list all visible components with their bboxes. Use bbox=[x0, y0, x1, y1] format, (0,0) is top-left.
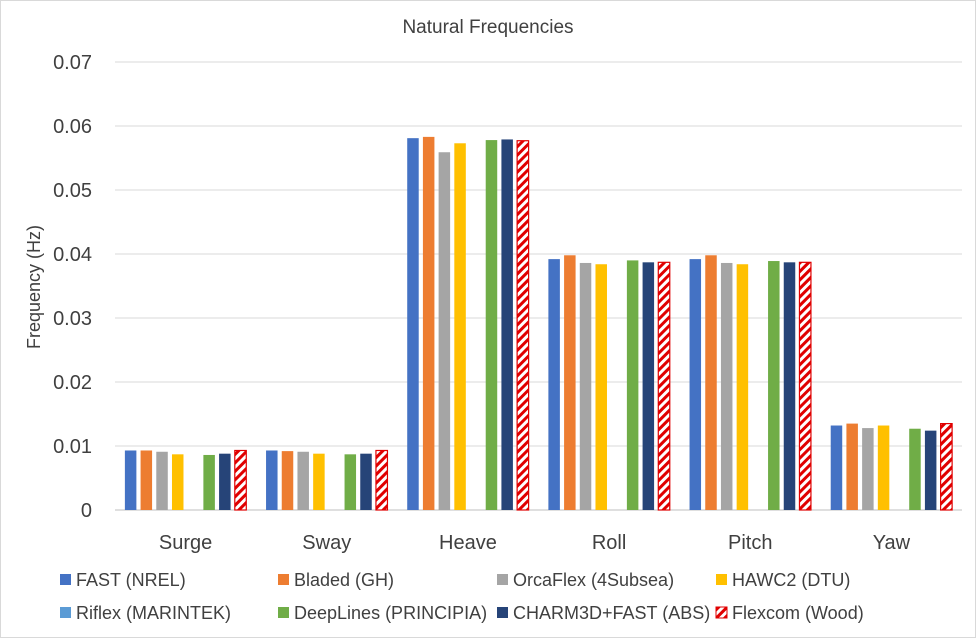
legend-item: Riflex (MARINTEK) bbox=[60, 603, 231, 623]
bar-surge-series-0 bbox=[124, 450, 137, 510]
bar-heave-series-6 bbox=[501, 139, 513, 510]
bar-sway-series-7 bbox=[375, 449, 389, 511]
bar-heave-series-2 bbox=[438, 152, 451, 511]
legend-label: Flexcom (Wood) bbox=[732, 603, 864, 623]
bar-heave-series-1 bbox=[422, 136, 435, 510]
bar-heave-series-5 bbox=[485, 140, 498, 510]
x-tick-label: Yaw bbox=[873, 532, 911, 554]
legend-label: HAWC2 (DTU) bbox=[732, 570, 850, 590]
bar-heave-series-0 bbox=[407, 138, 419, 510]
y-tick-label: 0.07 bbox=[53, 52, 92, 74]
bar-yaw-series-5 bbox=[909, 428, 921, 510]
legend: FAST (NREL) Bladed (GH) OrcaFlex (4Subsea)… bbox=[60, 570, 864, 623]
y-tick-label: 0.03 bbox=[53, 308, 92, 330]
bar-sway-series-6 bbox=[360, 453, 372, 510]
bar-pitch-series-2 bbox=[720, 262, 733, 510]
legend-item: Flexcom (Wood) bbox=[715, 603, 864, 623]
x-tick-label: Surge bbox=[159, 532, 212, 554]
legend-item: HAWC2 (DTU) bbox=[716, 570, 850, 590]
bar-pitch-series-0 bbox=[689, 259, 702, 510]
x-tick-label: Heave bbox=[439, 532, 497, 554]
legend-swatch bbox=[715, 606, 728, 619]
x-tick-label: Roll bbox=[592, 532, 626, 554]
x-tick-label: Pitch bbox=[728, 532, 772, 554]
y-tick-label: 0.04 bbox=[53, 244, 92, 266]
bar-heave-series-3 bbox=[454, 143, 466, 510]
bar-sway-series-1 bbox=[281, 451, 294, 510]
bar-roll-series-1 bbox=[564, 255, 576, 510]
bar-yaw-series-3 bbox=[877, 425, 890, 510]
y-tick-label: 0.06 bbox=[53, 116, 92, 138]
bar-yaw-series-7 bbox=[940, 423, 953, 511]
bar-roll-series-5 bbox=[626, 260, 639, 510]
bar-yaw-series-2 bbox=[862, 428, 874, 510]
y-axis-ticks: 0 0.01 0.02 0.03 0.04 0.05 0.06 0.07 bbox=[53, 52, 92, 522]
legend-item: OrcaFlex (4Subsea) bbox=[497, 570, 674, 590]
bar-pitch-series-6 bbox=[783, 262, 796, 510]
bar-surge-series-2 bbox=[156, 451, 168, 510]
legend-label: Bladed (GH) bbox=[294, 570, 394, 590]
y-tick-label: 0.01 bbox=[53, 436, 92, 458]
legend-item: CHARM3D+FAST (ABS) bbox=[497, 603, 710, 623]
bars bbox=[124, 136, 953, 511]
legend-swatch bbox=[278, 607, 289, 618]
legend-label: FAST (NREL) bbox=[76, 570, 186, 590]
bar-roll-series-2 bbox=[579, 262, 592, 510]
legend-swatch bbox=[716, 574, 727, 585]
y-axis-label: Frequency (Hz) bbox=[24, 225, 44, 349]
bar-roll-series-6 bbox=[642, 262, 655, 510]
gridlines bbox=[115, 61, 962, 511]
bar-yaw-series-6 bbox=[924, 430, 937, 510]
bar-surge-series-5 bbox=[203, 454, 215, 510]
legend-label: OrcaFlex (4Subsea) bbox=[513, 570, 674, 590]
legend-label: Riflex (MARINTEK) bbox=[76, 603, 231, 623]
y-tick-label: 0 bbox=[81, 500, 92, 522]
legend-label: CHARM3D+FAST (ABS) bbox=[513, 603, 710, 623]
bar-pitch-series-1 bbox=[705, 255, 717, 510]
bar-heave-series-7 bbox=[516, 140, 530, 511]
y-tick-label: 0.02 bbox=[53, 372, 92, 394]
legend-swatch bbox=[60, 574, 71, 585]
bar-yaw-series-1 bbox=[846, 423, 858, 510]
bar-pitch-series-5 bbox=[768, 261, 780, 510]
bar-sway-series-2 bbox=[297, 451, 309, 510]
bar-pitch-series-7 bbox=[798, 261, 812, 511]
bar-roll-series-0 bbox=[548, 259, 560, 510]
bar-roll-series-3 bbox=[595, 264, 607, 510]
bar-surge-series-7 bbox=[234, 449, 247, 511]
bar-sway-series-3 bbox=[313, 453, 325, 510]
bar-surge-series-1 bbox=[140, 450, 153, 510]
legend-swatch bbox=[278, 574, 289, 585]
legend-item: DeepLines (PRINCIPIA) bbox=[278, 603, 487, 623]
bar-yaw-series-0 bbox=[830, 425, 843, 510]
legend-swatch bbox=[497, 574, 508, 585]
x-tick-label: Sway bbox=[302, 532, 351, 554]
bar-surge-series-3 bbox=[171, 454, 184, 510]
x-axis-categories: Surge Sway Heave Roll Pitch Yaw bbox=[159, 532, 911, 554]
legend-item: Bladed (GH) bbox=[278, 570, 394, 590]
legend-item: FAST (NREL) bbox=[60, 570, 186, 590]
legend-swatch bbox=[497, 607, 508, 618]
chart-title: Natural Frequencies bbox=[402, 17, 573, 38]
bar-sway-series-0 bbox=[266, 450, 278, 510]
bar-surge-series-6 bbox=[219, 453, 231, 510]
legend-label: DeepLines (PRINCIPIA) bbox=[294, 603, 487, 623]
bar-roll-series-7 bbox=[657, 261, 671, 511]
bar-pitch-series-3 bbox=[736, 264, 749, 510]
bar-sway-series-5 bbox=[344, 454, 357, 510]
y-tick-label: 0.05 bbox=[53, 180, 92, 202]
legend-swatch bbox=[60, 607, 71, 618]
